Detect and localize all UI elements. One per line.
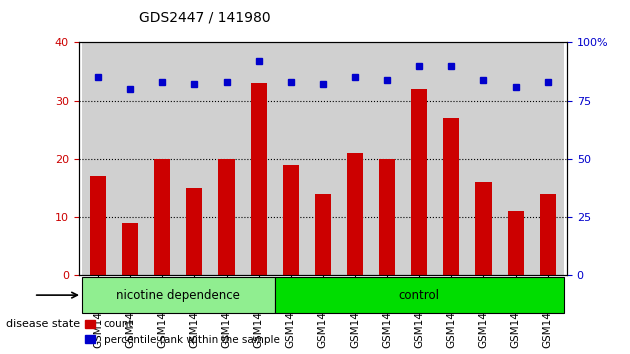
Bar — [444, 118, 459, 275]
Bar — [146, 42, 178, 275]
Bar — [540, 194, 556, 275]
Bar — [251, 83, 266, 275]
FancyBboxPatch shape — [82, 277, 275, 313]
Bar — [122, 223, 138, 275]
Bar — [82, 42, 114, 275]
Bar — [508, 211, 524, 275]
Bar — [307, 42, 339, 275]
Bar — [315, 194, 331, 275]
Bar — [347, 153, 363, 275]
Legend: count, percentile rank within the sample: count, percentile rank within the sample — [81, 315, 284, 349]
Bar — [476, 182, 491, 275]
Bar — [90, 176, 106, 275]
Bar — [403, 42, 435, 275]
Bar — [210, 42, 243, 275]
Bar — [283, 165, 299, 275]
FancyBboxPatch shape — [275, 277, 564, 313]
Bar — [243, 42, 275, 275]
Bar — [178, 42, 210, 275]
Bar — [275, 42, 307, 275]
Bar — [532, 42, 564, 275]
Bar — [219, 159, 234, 275]
Text: nicotine dependence: nicotine dependence — [117, 289, 240, 302]
Bar — [467, 42, 500, 275]
Bar — [435, 42, 467, 275]
Bar — [500, 42, 532, 275]
Bar — [371, 42, 403, 275]
Text: GDS2447 / 141980: GDS2447 / 141980 — [139, 11, 270, 25]
Bar — [154, 159, 170, 275]
Bar — [379, 159, 395, 275]
Bar — [186, 188, 202, 275]
Text: disease state: disease state — [6, 319, 81, 329]
Text: control: control — [399, 289, 440, 302]
Bar — [339, 42, 371, 275]
Bar — [411, 89, 427, 275]
Bar — [114, 42, 146, 275]
